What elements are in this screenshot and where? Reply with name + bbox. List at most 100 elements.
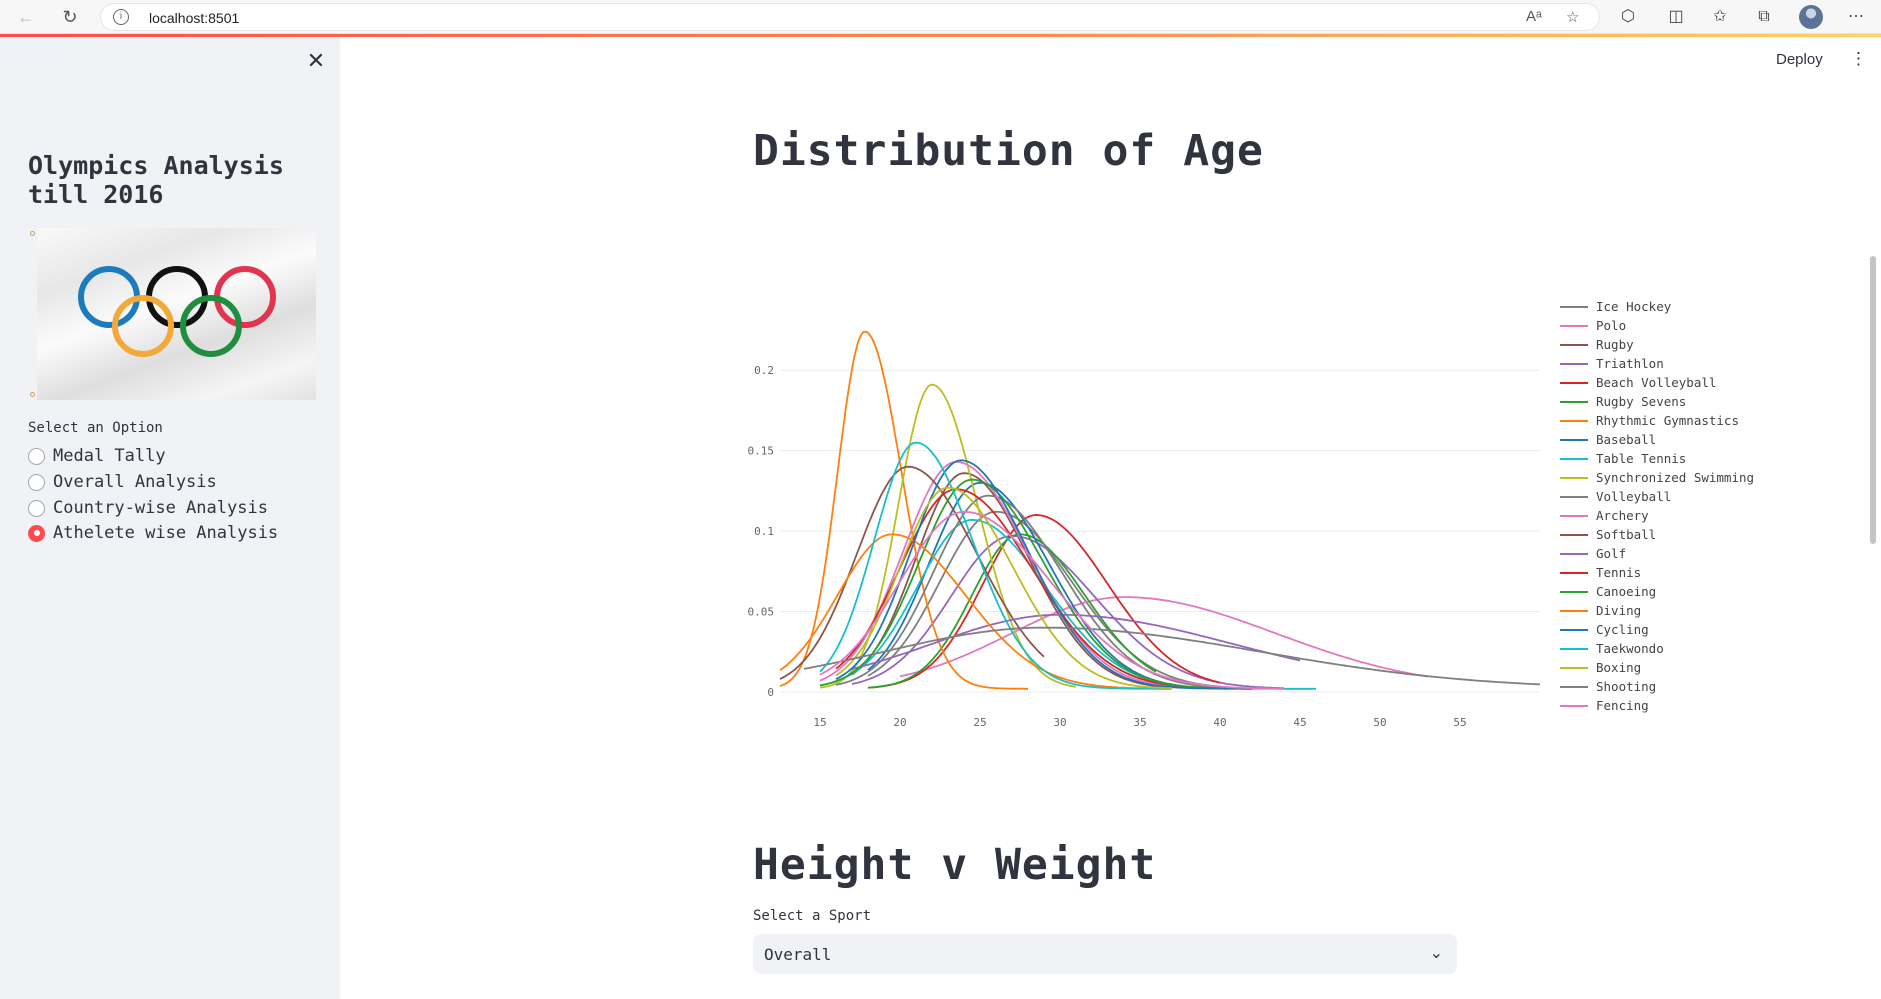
radio-medal-tally[interactable]: Medal Tally — [28, 445, 166, 467]
browser-toolbar: ← ↻ i localhost:8501 Aᵃ ☆ ⬡ ◫ ✩ ⧉ ⋯ — [0, 0, 1881, 34]
legend-item[interactable]: Synchronized Swimming — [1560, 468, 1790, 487]
legend-item[interactable]: Beach Volleyball — [1560, 373, 1790, 392]
option-group-label: Select an Option — [28, 420, 163, 436]
legend-label: Table Tennis — [1596, 451, 1687, 466]
legend-item[interactable]: Canoeing — [1560, 582, 1790, 601]
y-tick-label: 0.05 — [748, 606, 775, 619]
legend-item[interactable]: Softball — [1560, 525, 1790, 544]
y-tick-label: 0.2 — [754, 364, 774, 377]
series-line-rugby — [851, 472, 1173, 689]
legend-label: Rugby Sevens — [1596, 394, 1687, 409]
x-tick-label: 50 — [1373, 716, 1386, 729]
back-arrow-icon[interactable]: ← — [17, 7, 35, 27]
image-corner-marker — [30, 392, 35, 397]
legend-item[interactable]: Golf — [1560, 544, 1790, 563]
legend-swatch — [1560, 685, 1588, 688]
series-line-boxing — [835, 486, 1173, 690]
legend-label: Shooting — [1596, 679, 1657, 694]
legend-item[interactable]: Table Tennis — [1560, 449, 1790, 468]
series-line-polo — [899, 596, 1429, 678]
scrollbar[interactable] — [1870, 256, 1876, 544]
series-line-diving — [779, 533, 1172, 690]
x-tick-label: 20 — [893, 716, 906, 729]
legend-item[interactable]: Rugby — [1560, 335, 1790, 354]
collections-icon[interactable]: ⧉ — [1758, 8, 1770, 25]
legend-label: Beach Volleyball — [1596, 375, 1717, 390]
read-aloud-icon[interactable]: Aᵃ — [1526, 8, 1542, 25]
legend-item[interactable]: Triathlon — [1560, 354, 1790, 373]
legend-swatch — [1560, 419, 1588, 422]
legend-item[interactable]: Rugby Sevens — [1560, 392, 1790, 411]
legend-swatch — [1560, 495, 1588, 498]
legend-item[interactable]: Boxing — [1560, 658, 1790, 677]
legend-label: Canoeing — [1596, 584, 1657, 599]
legend-item[interactable]: Archery — [1560, 506, 1790, 525]
sport-select[interactable]: Overall ⌄ — [753, 934, 1457, 974]
radio-label: Country-wise Analysis — [53, 498, 268, 518]
legend-label: Taekwondo — [1596, 641, 1664, 656]
legend-label: Polo — [1596, 318, 1627, 333]
legend-label: Triathlon — [1596, 356, 1664, 371]
legend-swatch — [1560, 609, 1588, 612]
x-tick-label: 15 — [813, 716, 826, 729]
legend-item[interactable]: Diving — [1560, 601, 1790, 620]
x-tick-label: 25 — [973, 716, 986, 729]
legend-label: Volleyball — [1596, 489, 1672, 504]
chart-legend: Ice Hockey Polo Rugby Triathlon Beach Volley… — [1560, 297, 1790, 715]
legend-item[interactable]: Shooting — [1560, 677, 1790, 696]
legend-swatch — [1560, 362, 1588, 365]
legend-item[interactable]: Ice Hockey — [1560, 297, 1790, 316]
x-tick-label: 40 — [1213, 716, 1226, 729]
sidebar-title: Olympics Analysis till 2016 — [28, 151, 284, 209]
status-gradient-bar — [0, 34, 1881, 37]
legend-item[interactable]: Polo — [1560, 316, 1790, 335]
legend-swatch — [1560, 666, 1588, 669]
legend-label: Rhythmic Gymnastics — [1596, 413, 1739, 428]
radio-circle[interactable] — [28, 499, 45, 517]
site-info-icon[interactable]: i — [113, 9, 129, 25]
deploy-button[interactable]: Deploy — [1776, 51, 1823, 68]
legend-label: Golf — [1596, 546, 1627, 561]
legend-swatch — [1560, 381, 1588, 384]
reload-icon[interactable]: ↻ — [62, 7, 78, 27]
legend-item[interactable]: Cycling — [1560, 620, 1790, 639]
address-bar[interactable]: i localhost:8501 Aᵃ ☆ — [100, 3, 1600, 31]
legend-item[interactable]: Baseball — [1560, 430, 1790, 449]
series-line-rhythmic-gymnastics — [779, 330, 1028, 690]
legend-item[interactable]: Tennis — [1560, 563, 1790, 582]
legend-item[interactable]: Fencing — [1560, 696, 1790, 715]
legend-item[interactable]: Rhythmic Gymnastics — [1560, 411, 1790, 430]
main-menu-icon[interactable]: ⋮ — [1850, 49, 1867, 68]
legend-item[interactable]: Taekwondo — [1560, 639, 1790, 658]
age-distribution-title: Distribution of Age — [753, 126, 1264, 176]
legend-item[interactable]: Volleyball — [1560, 487, 1790, 506]
legend-swatch — [1560, 400, 1588, 403]
legend-swatch — [1560, 571, 1588, 574]
close-icon[interactable]: ✕ — [306, 48, 326, 73]
profile-avatar[interactable] — [1799, 5, 1823, 29]
legend-label: Tennis — [1596, 565, 1642, 580]
age-distribution-chart: 0 0.05 0.1 0.15 0.2 15 20 25 30 35 40 45 50 55 — [748, 330, 1541, 729]
radio-country-wise-analysis[interactable]: Country-wise Analysis — [28, 497, 268, 519]
legend-swatch — [1560, 704, 1588, 707]
olympic-rings-icon — [78, 266, 276, 357]
radio-circle-selected[interactable] — [28, 524, 45, 542]
legend-swatch — [1560, 533, 1588, 536]
favorites-icon[interactable]: ✩ — [1713, 8, 1727, 25]
sport-select-label: Select a Sport — [753, 908, 872, 924]
radio-overall-analysis[interactable]: Overall Analysis — [28, 471, 217, 493]
radio-circle[interactable] — [28, 473, 45, 491]
radio-label: Overall Analysis — [53, 472, 217, 492]
split-screen-icon[interactable]: ◫ — [1668, 8, 1684, 25]
y-tick-label: 0 — [767, 686, 774, 699]
radio-athelete-wise-analysis[interactable]: Athelete wise Analysis — [28, 522, 278, 544]
x-tick-label: 35 — [1133, 716, 1146, 729]
legend-swatch — [1560, 457, 1588, 460]
favorite-star-icon[interactable]: ☆ — [1566, 9, 1580, 26]
legend-label: Rugby — [1596, 337, 1634, 352]
legend-swatch — [1560, 628, 1588, 631]
browser-menu-icon[interactable]: ⋯ — [1848, 8, 1864, 25]
radio-circle[interactable] — [28, 447, 45, 465]
x-tick-label: 30 — [1053, 716, 1066, 729]
extensions-icon[interactable]: ⬡ — [1621, 8, 1635, 25]
